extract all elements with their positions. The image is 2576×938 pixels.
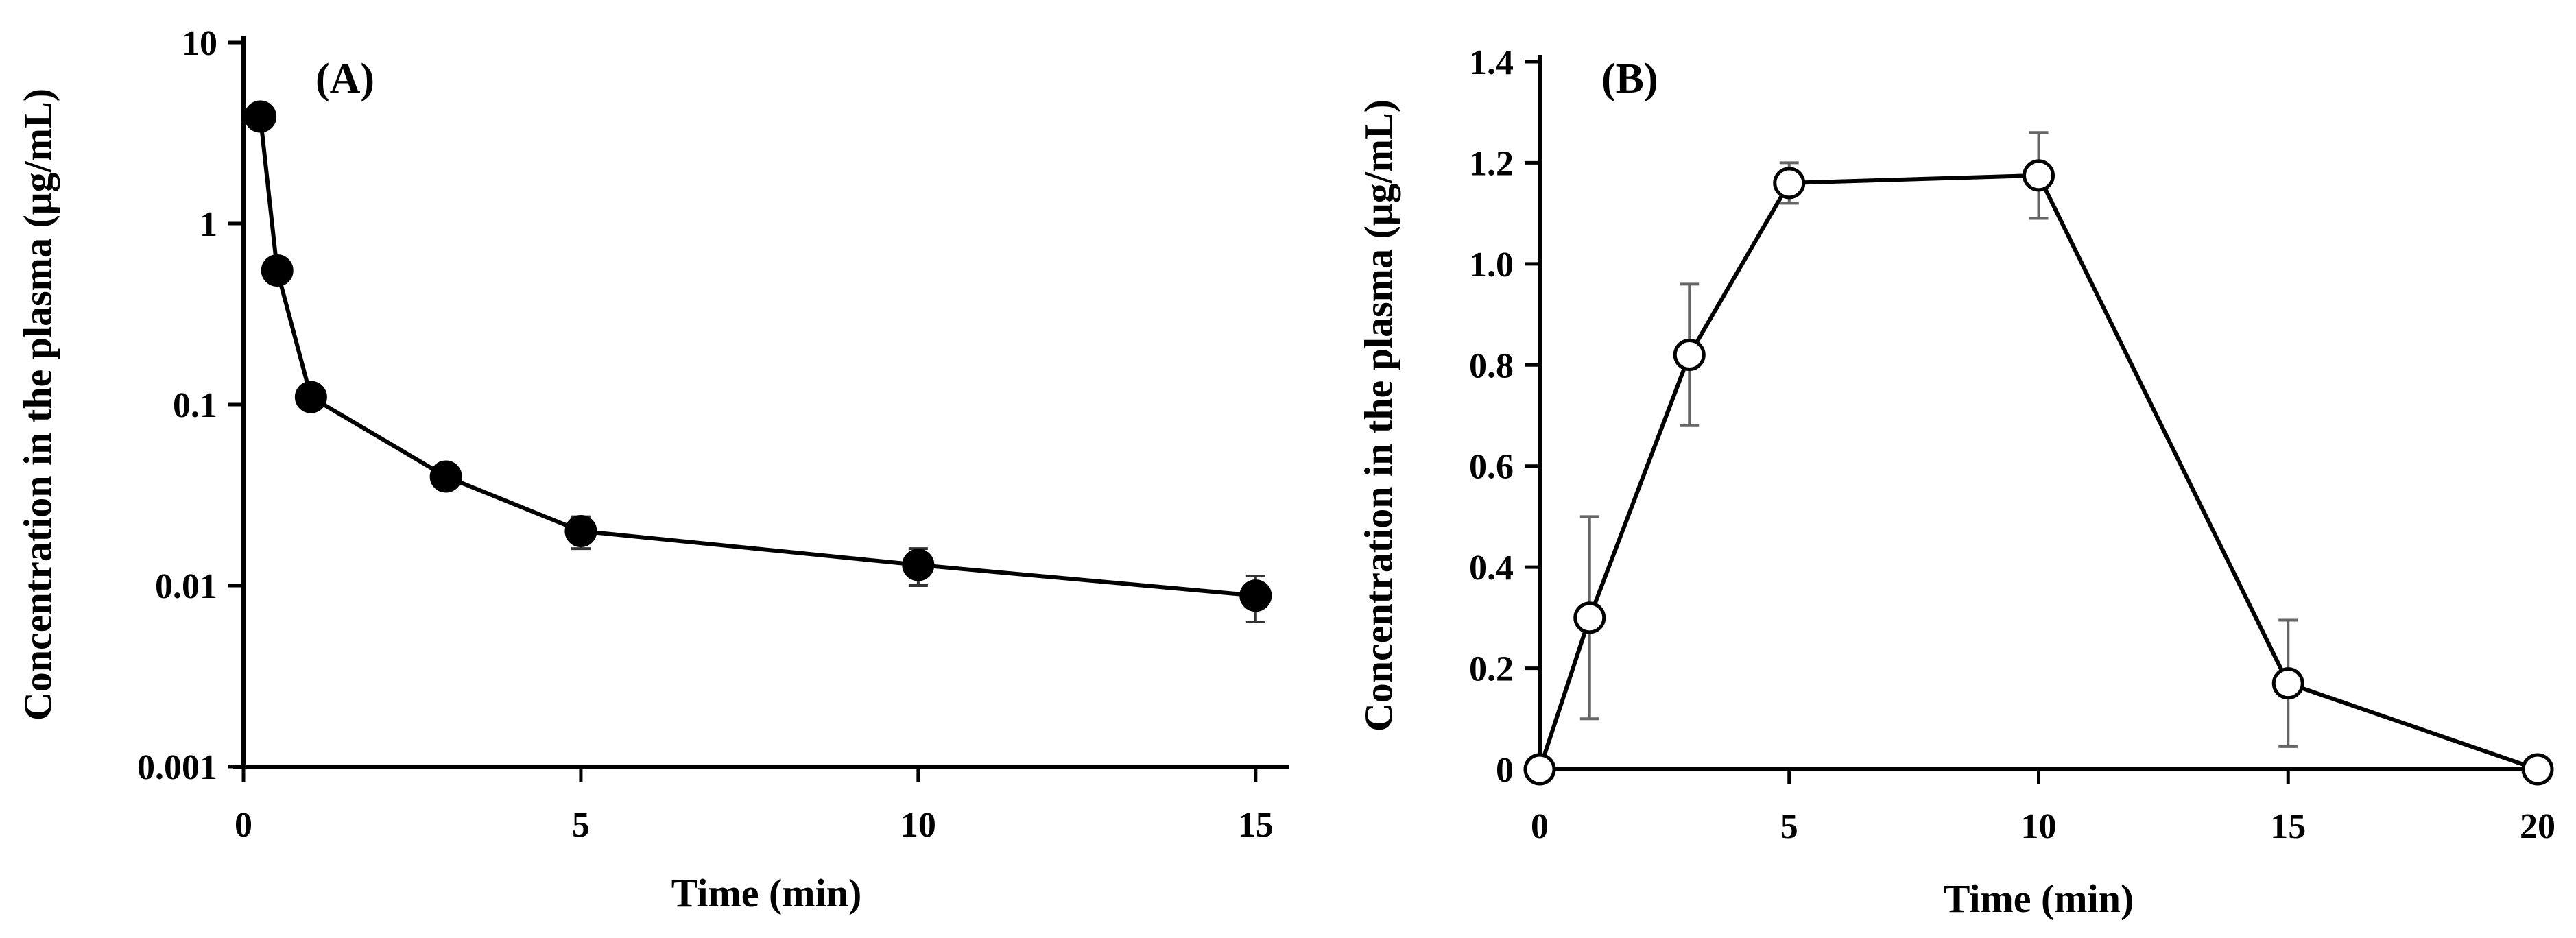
- data-point: [2271, 667, 2304, 700]
- data-point: [902, 549, 935, 581]
- data-point: [2023, 159, 2055, 192]
- data-point: [1239, 579, 1272, 612]
- y-axis-title: Concentration in the plasma (μg/mL): [16, 88, 60, 721]
- data-point: [1673, 339, 1706, 372]
- y-tick-label: 1.2: [1469, 144, 1514, 183]
- y-tick-label: 0.6: [1469, 448, 1514, 487]
- data-point: [294, 381, 327, 413]
- data-point: [1523, 753, 1556, 786]
- x-tick-label: 0: [235, 806, 252, 845]
- data-point: [244, 100, 277, 133]
- y-tick-label: 1: [200, 205, 217, 244]
- x-tick-label: 5: [572, 806, 590, 845]
- panel-b-chart: 0 0.2 0.4 0.6 0.8 1.0 1.2 1.4 0 5 10 15 20 Time (min)…: [1357, 43, 2556, 921]
- y-tick-label: 0.2: [1469, 650, 1514, 689]
- y-tick-label: 10: [182, 24, 217, 63]
- y-tick-label: 1.4: [1469, 43, 1514, 82]
- y-tick-label: 1.0: [1469, 245, 1514, 285]
- y-tick-label: 0.01: [155, 567, 217, 606]
- data-point: [564, 515, 597, 548]
- x-tick-label: 10: [2021, 807, 2057, 846]
- y-tick-label: 0.001: [137, 748, 217, 787]
- data-point: [2521, 753, 2554, 786]
- panel-label: (B): [1601, 56, 1658, 102]
- data-point: [261, 254, 294, 287]
- data-point: [429, 460, 462, 493]
- x-tick-label: 20: [2520, 807, 2555, 846]
- x-tick-label: 0: [1531, 807, 1549, 846]
- x-tick-label: 15: [2270, 807, 2306, 846]
- y-tick-label: 0.4: [1469, 549, 1514, 588]
- x-tick-label: 5: [1780, 807, 1798, 846]
- data-point: [1773, 167, 1806, 200]
- x-tick-label: 15: [1238, 806, 1274, 845]
- y-tick-label: 0.8: [1469, 346, 1514, 385]
- y-tick-label: 0: [1496, 751, 1514, 790]
- panel-a-chart: 0.001 0.01 0.1 1 10 0 5 10 15 Time (min) Concentra…: [16, 24, 1289, 915]
- x-axis-title: Time (min): [671, 871, 862, 915]
- panel-label: (A): [315, 56, 374, 102]
- x-axis-title: Time (min): [1944, 876, 2134, 921]
- series-line: [1538, 173, 2538, 771]
- series-line: [258, 116, 1256, 598]
- x-tick-label: 10: [901, 806, 936, 845]
- y-tick-label: 0.1: [173, 386, 217, 425]
- data-point: [1573, 601, 1606, 634]
- y-axis-title: Concentration in the plasma (μg/mL): [1357, 99, 1401, 732]
